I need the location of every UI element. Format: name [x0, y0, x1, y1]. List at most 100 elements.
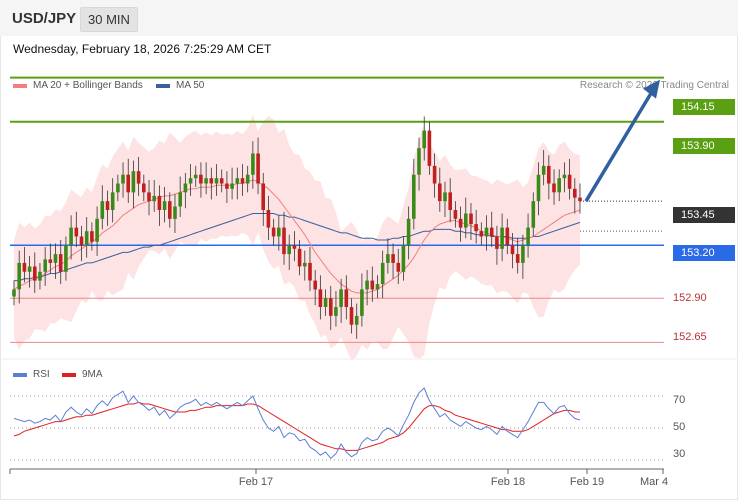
- legend-bollinger: MA 20 + Bollinger Bands: [13, 80, 143, 91]
- candle-body: [105, 201, 110, 210]
- symbol-label: USD/JPY: [12, 10, 77, 27]
- candle-body: [183, 183, 188, 193]
- candle-body: [349, 307, 354, 325]
- candle-body: [505, 227, 510, 246]
- candle-body: [365, 280, 369, 290]
- candle-body: [266, 210, 271, 228]
- candle-body: [489, 227, 494, 237]
- candle-body: [225, 183, 229, 189]
- bollinger-band-area: [14, 114, 580, 361]
- candle-body: [297, 248, 302, 267]
- candle-body: [162, 201, 167, 210]
- candle-body: [536, 174, 541, 202]
- candle-body: [318, 289, 323, 307]
- candle-body: [521, 245, 525, 263]
- candle-body: [573, 188, 577, 198]
- candle-body: [370, 280, 375, 290]
- candle-body: [147, 192, 151, 202]
- candle-body: [131, 171, 136, 193]
- candle-body: [303, 262, 307, 267]
- legend-rsi: RSI: [13, 369, 50, 380]
- candle-body: [339, 289, 343, 307]
- candle-body: [209, 178, 214, 184]
- candle-body: [323, 298, 328, 307]
- candle-body: [313, 280, 317, 290]
- candle-body: [432, 165, 437, 184]
- candle-body: [230, 183, 234, 189]
- legend-rsi-ma: 9MA: [62, 369, 103, 380]
- candle-body: [547, 165, 551, 184]
- forecast-arrow-shaft: [584, 90, 654, 203]
- candle-body: [329, 298, 333, 316]
- candle-body: [256, 153, 260, 184]
- candle-body: [422, 130, 426, 149]
- candle-body: [126, 174, 130, 193]
- candle-body: [458, 218, 463, 228]
- legend-ma50: MA 50: [156, 80, 204, 91]
- chart-header: USD/JPY 30 MIN: [0, 0, 738, 36]
- candle-body: [474, 224, 478, 232]
- candle-body: [64, 245, 68, 272]
- candle-body: [277, 227, 281, 237]
- timeframe-badge[interactable]: 30 MIN: [80, 7, 138, 32]
- candle-body: [157, 195, 162, 210]
- candle-body: [95, 218, 99, 242]
- candle-body: [12, 289, 16, 297]
- candle-body: [271, 227, 276, 237]
- timestamp: Wednesday, February 18, 2026 7:25:29 AM …: [13, 42, 272, 56]
- forecast-arrow-head: [643, 79, 660, 99]
- candle-body: [152, 195, 156, 202]
- candle-body: [510, 245, 515, 255]
- candle-body: [448, 192, 452, 210]
- candle-body: [479, 231, 484, 237]
- last-price-tag: 153.45: [673, 207, 735, 223]
- x-label-feb18: Feb 18: [490, 476, 526, 488]
- candle-body: [245, 174, 250, 184]
- support-2-label: 152.65: [673, 331, 707, 343]
- candle-body: [121, 174, 125, 184]
- candle-body: [27, 266, 32, 272]
- candle-body: [531, 201, 536, 228]
- candle-body: [48, 259, 53, 263]
- x-label-feb17: Feb 17: [238, 476, 274, 488]
- rsi-level-50: 50: [673, 421, 686, 433]
- candle-body: [116, 183, 120, 193]
- candle-body: [567, 174, 572, 189]
- rsi-label: RSI: [33, 369, 50, 380]
- candle-body: [500, 227, 504, 249]
- candle-body: [526, 227, 530, 246]
- candle-body: [515, 254, 520, 263]
- candle-body: [173, 206, 177, 219]
- candle-body: [562, 174, 567, 179]
- rsi-ma-label: 9MA: [82, 369, 103, 380]
- candle-body: [344, 289, 349, 307]
- ma50-label: MA 50: [176, 80, 205, 91]
- candle-body: [193, 174, 198, 179]
- candle-body: [199, 174, 203, 184]
- candle-body: [391, 254, 395, 263]
- candle-body: [74, 227, 79, 237]
- candle-body: [84, 231, 89, 246]
- candle-body: [287, 245, 291, 255]
- candle-body: [354, 315, 359, 325]
- candle-body: [360, 289, 364, 316]
- candle-body: [380, 262, 385, 285]
- candle-body: [53, 254, 58, 263]
- rsi-ma-line: [13, 401, 580, 451]
- candle-body: [58, 254, 63, 272]
- candle-body: [469, 213, 473, 225]
- ma50-swatch: [156, 83, 170, 88]
- bollinger-swatch: [13, 83, 27, 88]
- candle-body: [427, 130, 432, 166]
- candle-body: [240, 178, 245, 184]
- candle-body: [484, 227, 489, 237]
- candle-body: [69, 227, 73, 246]
- rsi-ma-swatch: [62, 372, 76, 377]
- candle-body: [188, 178, 193, 184]
- rsi-level-70: 70: [673, 394, 686, 406]
- candle-body: [334, 307, 338, 316]
- candle-body: [495, 236, 499, 249]
- candle-body: [178, 192, 182, 207]
- candle-body: [578, 197, 582, 202]
- resistance-2-tag: 154.15: [673, 99, 735, 115]
